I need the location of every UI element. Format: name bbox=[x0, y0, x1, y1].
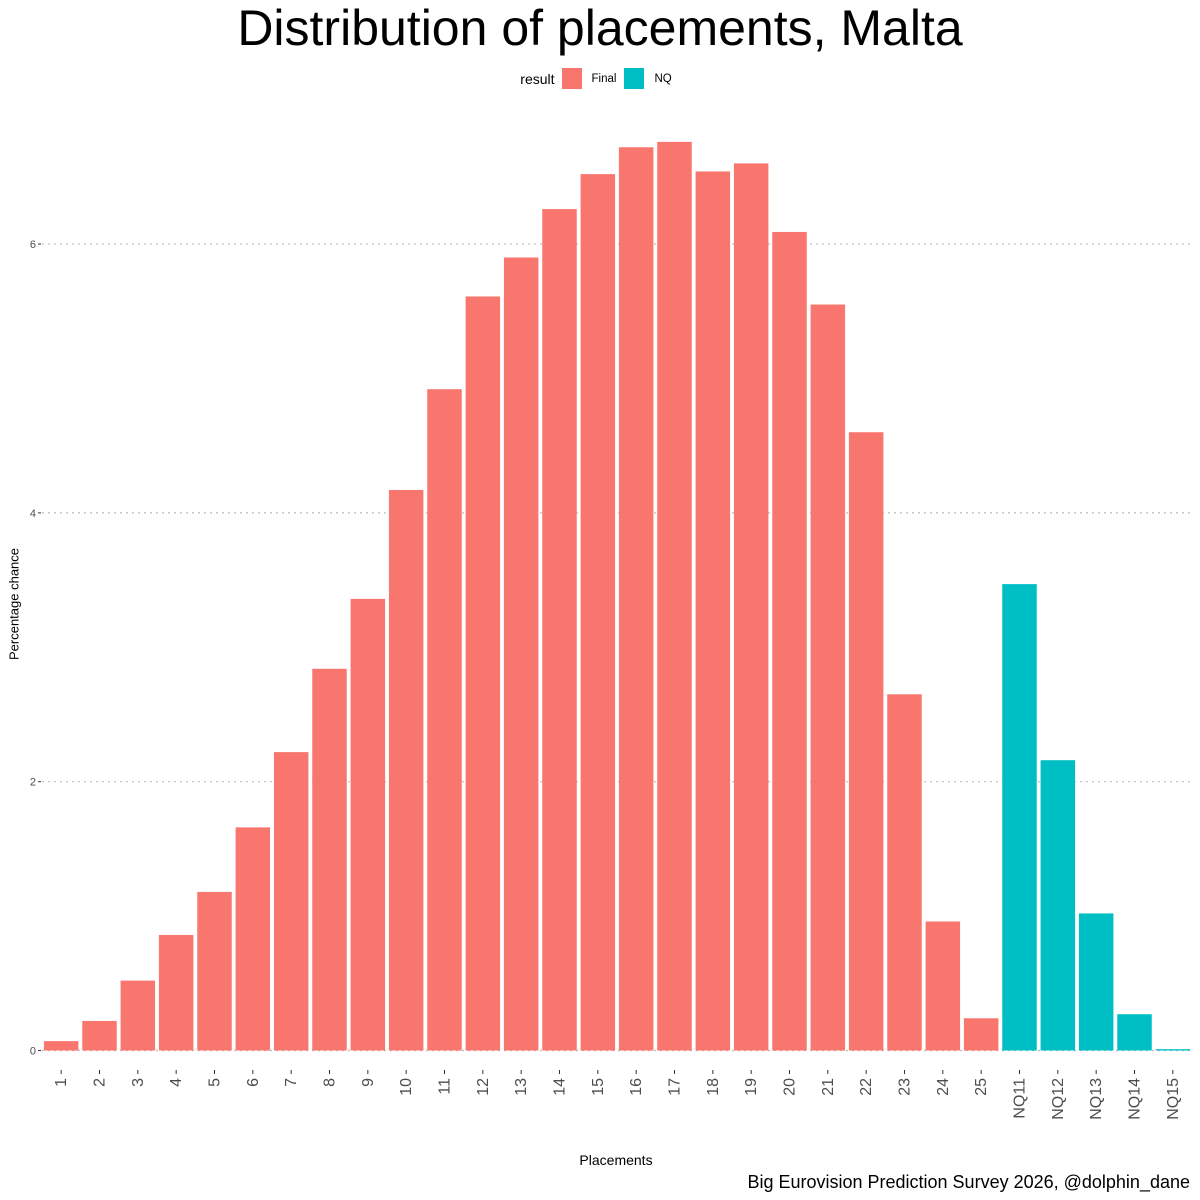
bar-21 bbox=[810, 304, 846, 1051]
bar-14 bbox=[542, 209, 577, 1051]
x-tick-label-17: 17 bbox=[667, 1078, 684, 1096]
y-axis-label: Percentage chance bbox=[6, 547, 22, 661]
bar-25 bbox=[963, 1018, 999, 1051]
bar-16 bbox=[618, 147, 654, 1051]
bar-2 bbox=[82, 1020, 117, 1051]
x-tick-label-5: 5 bbox=[207, 1078, 224, 1087]
legend-swatch-final bbox=[561, 68, 582, 89]
x-tick-label-22: 22 bbox=[858, 1078, 875, 1096]
bar-24 bbox=[925, 921, 961, 1051]
y-tick-label: 4 bbox=[30, 508, 36, 520]
x-tick-label-NQ11: NQ11 bbox=[1012, 1078, 1029, 1119]
x-tick-label-NQ15: NQ15 bbox=[1165, 1078, 1182, 1120]
x-tick-label-20: 20 bbox=[782, 1078, 799, 1096]
bar-10 bbox=[388, 490, 424, 1051]
bar-5 bbox=[197, 891, 232, 1051]
bars bbox=[43, 141, 1191, 1051]
bar-23 bbox=[887, 694, 922, 1051]
x-tick-label-NQ14: NQ14 bbox=[1127, 1078, 1144, 1120]
x-tick-label-13: 13 bbox=[513, 1078, 530, 1096]
bar-18 bbox=[695, 171, 731, 1051]
bar-8 bbox=[312, 668, 347, 1051]
x-tick-label-10: 10 bbox=[398, 1078, 415, 1096]
x-tick-label-4: 4 bbox=[168, 1078, 185, 1087]
x-tick-label-23: 23 bbox=[897, 1078, 914, 1096]
bar-12 bbox=[465, 296, 501, 1051]
bar-7 bbox=[273, 752, 309, 1051]
x-tick-label-11: 11 bbox=[437, 1078, 454, 1095]
legend-title: result bbox=[520, 70, 555, 87]
x-tick-label-9: 9 bbox=[360, 1078, 377, 1087]
legend-label-nq: NQ bbox=[654, 72, 672, 85]
bar-NQ15 bbox=[1155, 1049, 1191, 1051]
bar-6 bbox=[235, 827, 271, 1051]
bar-1 bbox=[43, 1041, 79, 1051]
x-tick-label-1: 1 bbox=[53, 1078, 70, 1087]
legend-label-final: Final bbox=[591, 72, 617, 85]
bar-22 bbox=[848, 432, 884, 1051]
bar-4 bbox=[158, 934, 194, 1051]
legend-swatch-nq bbox=[624, 68, 645, 89]
x-tick-label-12: 12 bbox=[475, 1078, 492, 1096]
bar-13 bbox=[503, 257, 539, 1051]
x-tick-label-19: 19 bbox=[743, 1078, 760, 1096]
x-axis-label: Placements bbox=[579, 1152, 653, 1168]
x-tick-label-15: 15 bbox=[590, 1078, 607, 1096]
x-tick-label-18: 18 bbox=[705, 1078, 722, 1096]
x-tick-label-NQ13: NQ13 bbox=[1088, 1078, 1105, 1120]
bar-9 bbox=[350, 598, 386, 1051]
bar-11 bbox=[427, 389, 462, 1051]
x-tick-label-16: 16 bbox=[628, 1078, 645, 1096]
bar-3 bbox=[120, 980, 156, 1051]
legend-item-final: Final bbox=[561, 68, 617, 89]
bar-NQ11 bbox=[1002, 584, 1037, 1051]
bar-17 bbox=[657, 141, 692, 1051]
legend-item-nq: NQ bbox=[624, 68, 672, 89]
x-tick-label-21: 21 bbox=[820, 1078, 837, 1096]
bar-NQ12 bbox=[1040, 760, 1076, 1051]
x-tick-label-8: 8 bbox=[322, 1078, 339, 1087]
x-tick-label-14: 14 bbox=[552, 1078, 569, 1096]
bar-NQ14 bbox=[1117, 1014, 1152, 1051]
y-tick-label: 6 bbox=[30, 239, 36, 251]
x-tick-label-24: 24 bbox=[935, 1078, 952, 1096]
x-tick-label-3: 3 bbox=[130, 1078, 147, 1087]
y-tick-label: 2 bbox=[30, 777, 36, 789]
bar-15 bbox=[580, 174, 616, 1051]
chart-title: Distribution of placements, Malta bbox=[237, 0, 963, 56]
x-axis: 1 2 3 4 5 6 7 8 9 10 11 12 13 14 15 16 17 18 19 20 21 22 23 24 2… bbox=[53, 1070, 1182, 1120]
bar-20 bbox=[772, 231, 807, 1051]
y-tick-label: 0 bbox=[30, 1046, 36, 1058]
bar-NQ13 bbox=[1078, 913, 1114, 1051]
x-tick-label-7: 7 bbox=[283, 1078, 300, 1087]
caption: Big Eurovision Prediction Survey 2026, @… bbox=[747, 1172, 1190, 1192]
legend: result Final NQ bbox=[0, 68, 1200, 89]
x-tick-label-NQ12: NQ12 bbox=[1050, 1078, 1067, 1120]
bar-19 bbox=[733, 163, 769, 1051]
x-tick-label-2: 2 bbox=[92, 1078, 109, 1087]
x-tick-label-25: 25 bbox=[973, 1078, 990, 1096]
y-axis: 0 2 4 6 bbox=[30, 239, 41, 1058]
x-tick-label-6: 6 bbox=[245, 1078, 262, 1087]
